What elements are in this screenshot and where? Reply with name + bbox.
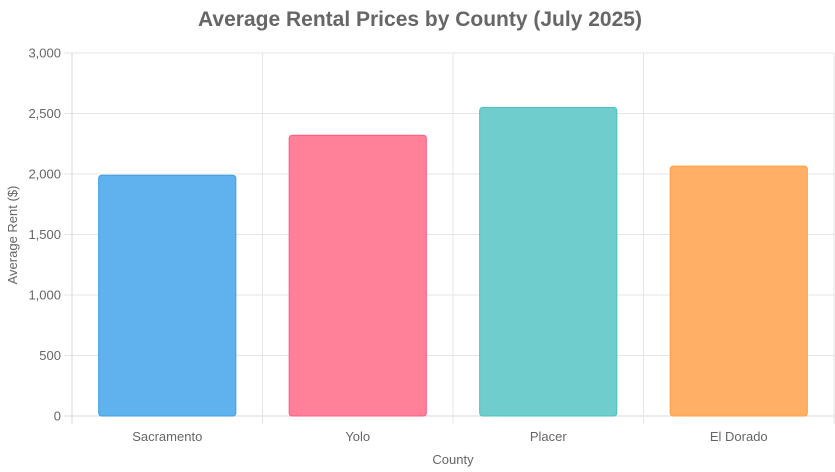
y-axis-title: Average Rent ($) [5,186,20,285]
x-tick-label: Placer [530,429,568,444]
y-tick-label: 3,000 [28,46,61,61]
axes [71,53,835,424]
bar-yolo [288,134,427,417]
y-tick-label: 1,000 [28,288,61,303]
x-tick-label: Yolo [345,429,370,444]
bar-sacramento [98,174,237,417]
bar-placer [479,106,618,417]
x-tick-label: El Dorado [710,429,768,444]
x-axis-title: County [432,452,474,467]
bars [98,106,808,417]
chart-title: Average Rental Prices by County (July 20… [198,8,642,31]
y-tick-label: 500 [39,348,61,363]
y-tick-label: 2,000 [28,167,61,182]
y-tick-label: 1,500 [28,227,61,242]
y-tick-label: 0 [54,409,61,424]
x-tick-label: Sacramento [132,429,202,444]
bar-el-dorado [669,165,808,417]
y-tick-label: 2,500 [28,106,61,121]
x-axis-ticks: Sacramento Yolo Placer El Dorado [132,429,767,444]
y-axis-ticks: 0 500 1,000 1,500 2,000 2,500 3,000 [28,46,61,424]
